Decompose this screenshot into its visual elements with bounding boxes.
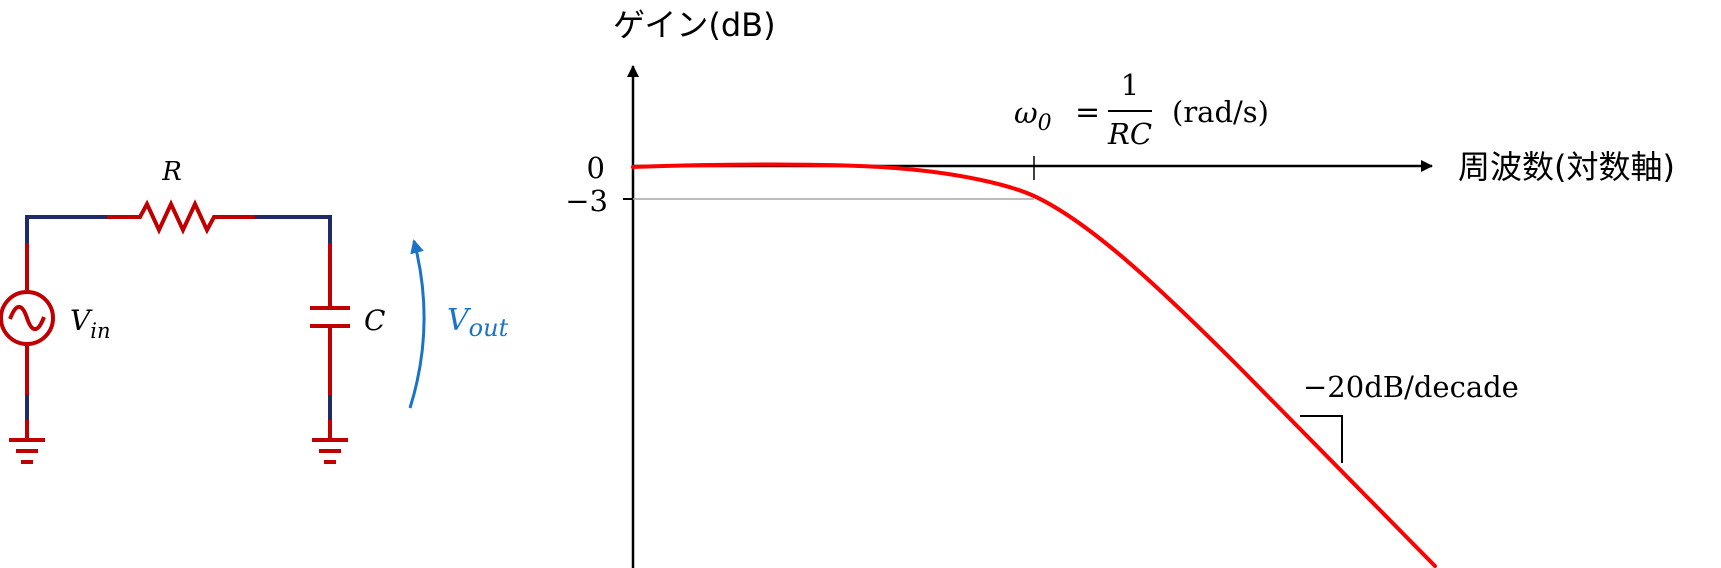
output-voltage-arrow — [408, 239, 426, 409]
resistor-label: R — [161, 157, 182, 187]
fraction-numerator: 1 — [1121, 68, 1139, 102]
y-axis-label: ゲイン(dB) — [613, 6, 776, 44]
ac-source-symbol — [0, 243, 55, 395]
output-label: Vout — [447, 303, 509, 342]
rc-circuit: R Vin C — [0, 157, 509, 464]
bode-plot: ゲイン(dB) 周波数(対数軸) 0 −3 ω0 = 1 RC (rad/s) … — [565, 6, 1675, 568]
omega-symbol: ω0 — [1014, 96, 1052, 136]
source-label: Vin — [70, 304, 110, 343]
slope-label: −20dB/decade — [1303, 370, 1519, 404]
tick-label-minus3: −3 — [565, 184, 608, 218]
gain-response-curve — [631, 162, 1437, 568]
tick-label-0: 0 — [587, 151, 605, 185]
slope-indicator — [1300, 415, 1343, 463]
circuit-wires — [25, 215, 332, 420]
cutoff-frequency-formula: ω0 = 1 RC (rad/s) — [1014, 68, 1269, 151]
ground-right-symbol — [312, 420, 348, 464]
capacitor-symbol — [310, 243, 350, 395]
fraction-denominator: RC — [1107, 117, 1152, 151]
x-axis-label: 周波数(対数軸) — [1458, 148, 1675, 186]
capacitor-label: C — [364, 304, 385, 337]
ground-left-symbol — [9, 420, 45, 464]
equals-sign: = — [1075, 95, 1100, 130]
resistor-symbol — [107, 199, 255, 235]
unit-label: (rad/s) — [1172, 95, 1269, 129]
